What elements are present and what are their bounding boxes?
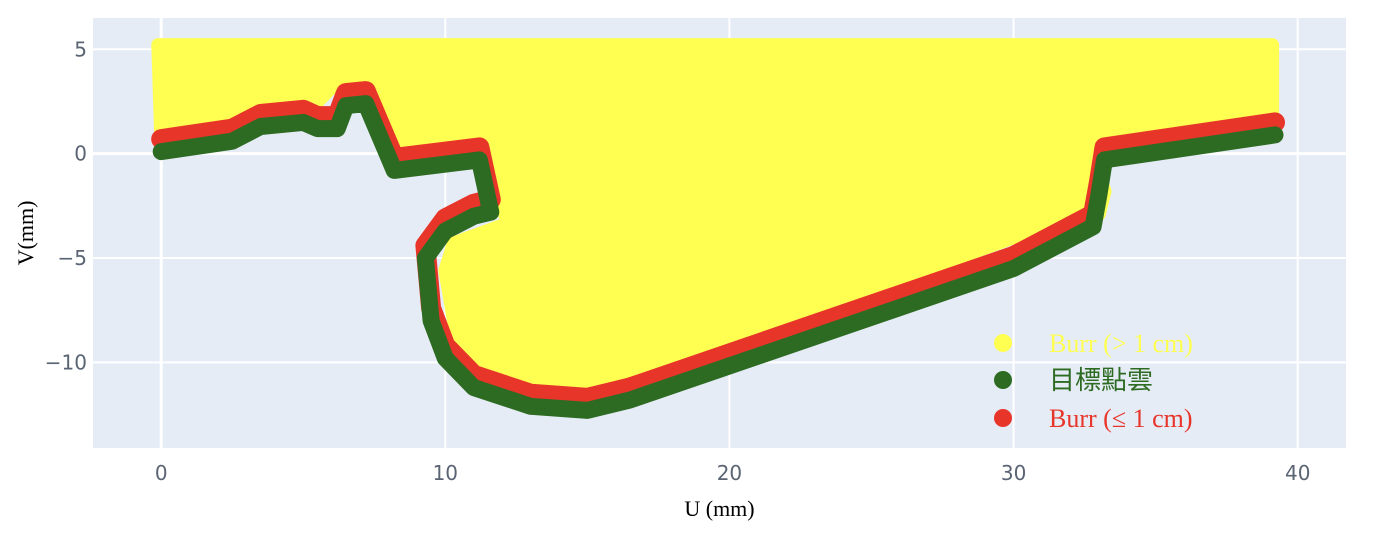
x-tick-label: 40 (1285, 461, 1310, 485)
legend-label-burr-large: Burr (> 1 cm) (1049, 329, 1193, 358)
x-axis-ticks: 0 10 20 30 40 (155, 461, 1311, 485)
y-tick-label: −5 (58, 246, 87, 270)
y-tick-label: 5 (74, 37, 87, 61)
x-tick-label: 10 (433, 461, 458, 485)
y-axis-title: V(mm) (13, 201, 38, 266)
y-tick-label: −10 (45, 350, 87, 374)
y-tick-label: 0 (74, 142, 87, 166)
y-axis-ticks: 5 0 −5 −10 (45, 37, 87, 374)
legend-marker-burr-small (994, 409, 1012, 427)
x-tick-label: 20 (717, 461, 742, 485)
x-axis-title: U (mm) (684, 496, 754, 521)
x-tick-label: 30 (1001, 461, 1026, 485)
legend-marker-target-cloud (994, 371, 1012, 389)
series-target-cloud (152, 95, 1284, 419)
legend-label-burr-small: Burr (≤ 1 cm) (1049, 404, 1193, 433)
data-layer (151, 38, 1285, 419)
legend-label-target-cloud: 目標點雲 (1049, 366, 1153, 395)
series-burr-small (151, 81, 1285, 408)
legend: Burr (> 1 cm) 目標點雲 Burr (≤ 1 cm) (994, 329, 1193, 433)
x-tick-label: 0 (155, 461, 168, 485)
legend-marker-burr-large (994, 334, 1012, 352)
